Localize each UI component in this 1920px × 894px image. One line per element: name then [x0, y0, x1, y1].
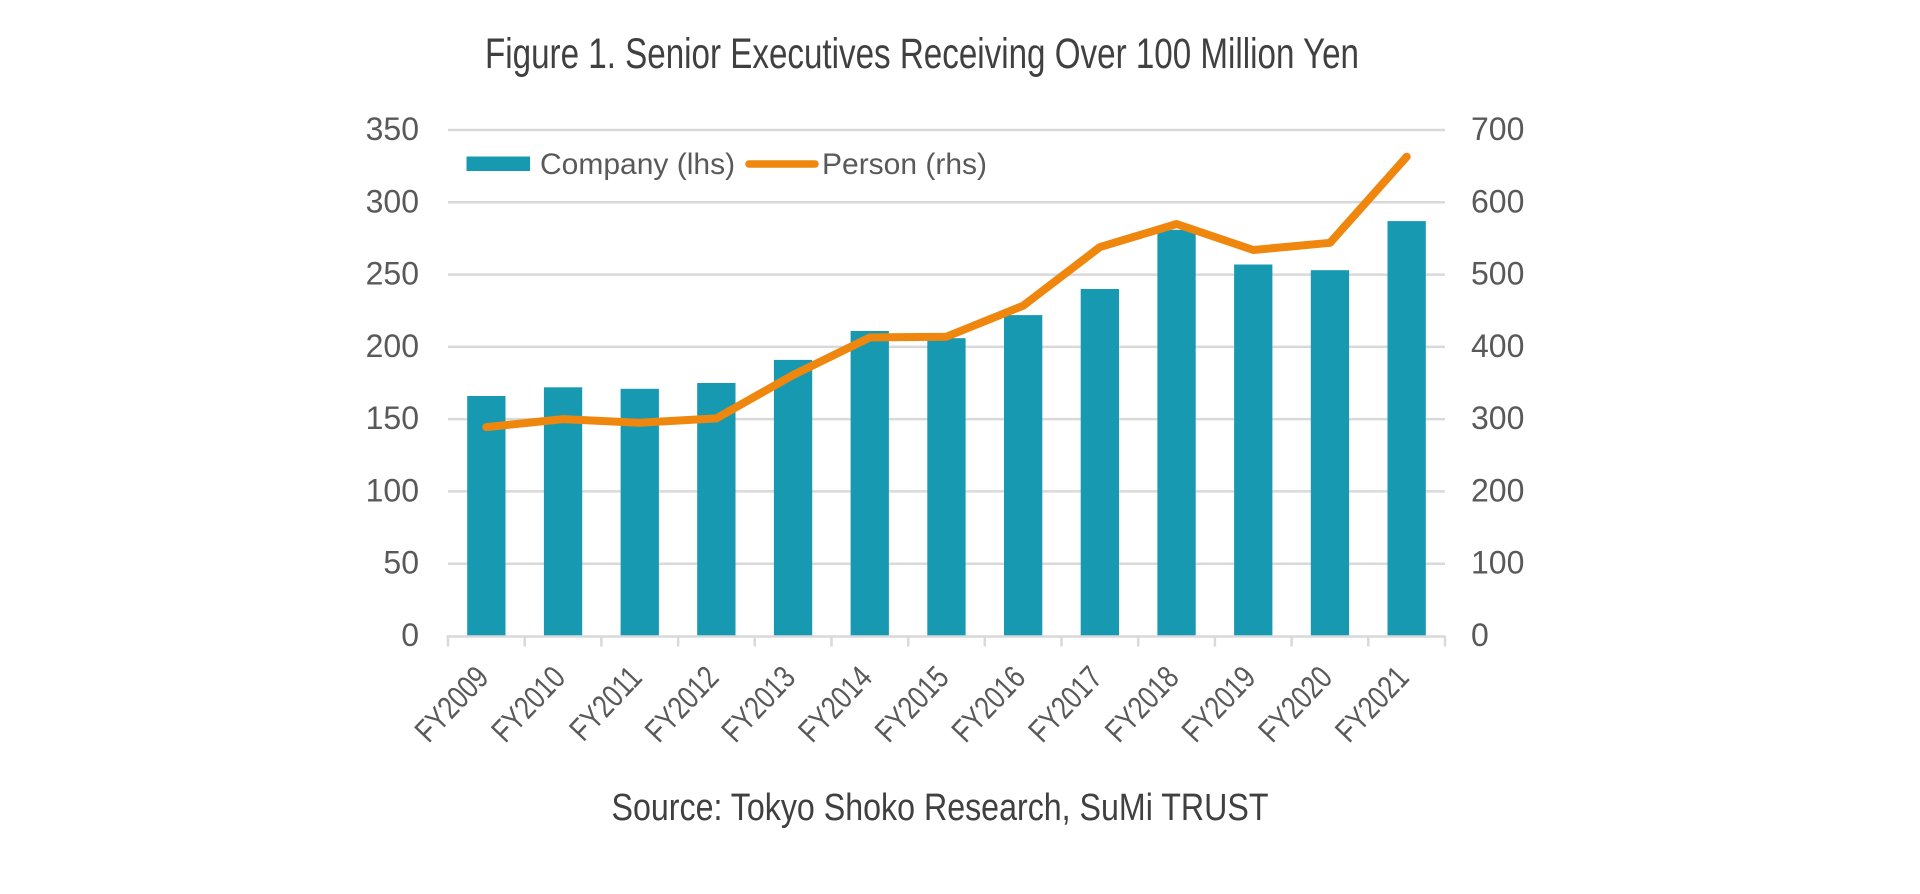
- svg-text:300: 300: [366, 183, 419, 219]
- svg-text:Person (rhs): Person (rhs): [822, 148, 987, 181]
- svg-text:500: 500: [1471, 256, 1524, 292]
- svg-text:FY2015: FY2015: [869, 660, 956, 749]
- svg-text:Source: Tokyo Shoko Research,: Source: Tokyo Shoko Research, SuMi TRUST: [612, 787, 1269, 829]
- svg-text:FY2021: FY2021: [1329, 660, 1416, 749]
- svg-text:FY2014: FY2014: [792, 660, 879, 749]
- svg-text:700: 700: [1471, 111, 1524, 147]
- svg-text:FY2009: FY2009: [409, 660, 496, 749]
- svg-text:0: 0: [1471, 617, 1489, 653]
- svg-text:400: 400: [1471, 328, 1524, 364]
- svg-text:100: 100: [366, 472, 419, 508]
- svg-text:0: 0: [401, 617, 419, 653]
- svg-text:350: 350: [366, 111, 419, 147]
- svg-text:600: 600: [1471, 183, 1524, 219]
- svg-text:250: 250: [366, 256, 419, 292]
- svg-text:FY2013: FY2013: [715, 660, 802, 749]
- svg-text:FY2020: FY2020: [1252, 660, 1339, 749]
- svg-text:100: 100: [1471, 545, 1524, 581]
- svg-text:300: 300: [1471, 400, 1524, 436]
- svg-text:FY2018: FY2018: [1099, 660, 1186, 749]
- svg-text:FY2019: FY2019: [1176, 660, 1263, 749]
- svg-text:50: 50: [383, 545, 419, 581]
- svg-text:Company (lhs): Company (lhs): [540, 148, 735, 181]
- svg-text:FY2012: FY2012: [639, 660, 726, 749]
- svg-text:Figure 1. Senior Executives Re: Figure 1. Senior Executives Receiving Ov…: [485, 30, 1359, 78]
- svg-text:200: 200: [1471, 472, 1524, 508]
- svg-text:FY2010: FY2010: [485, 660, 572, 749]
- svg-text:150: 150: [366, 400, 419, 436]
- svg-text:FY2017: FY2017: [1022, 660, 1109, 749]
- svg-text:200: 200: [366, 328, 419, 364]
- svg-text:FY2011: FY2011: [563, 660, 649, 748]
- svg-text:FY2016: FY2016: [945, 660, 1032, 749]
